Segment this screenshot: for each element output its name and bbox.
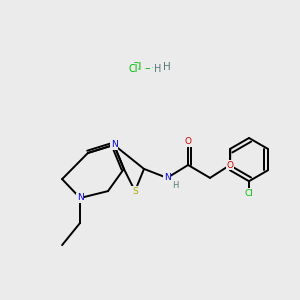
Text: O: O bbox=[226, 160, 234, 169]
Text: Cl: Cl bbox=[131, 62, 142, 73]
Text: N: N bbox=[164, 173, 170, 182]
Text: H: H bbox=[154, 64, 161, 74]
Text: H: H bbox=[172, 181, 179, 190]
Text: –: – bbox=[152, 62, 157, 73]
Text: N: N bbox=[77, 194, 83, 202]
Text: –: – bbox=[144, 63, 150, 73]
Text: Cl: Cl bbox=[128, 64, 138, 74]
Text: O: O bbox=[184, 137, 192, 146]
Text: S: S bbox=[132, 187, 138, 196]
Text: Cl: Cl bbox=[244, 189, 253, 198]
Text: N: N bbox=[111, 140, 117, 149]
Text: H: H bbox=[163, 62, 170, 73]
